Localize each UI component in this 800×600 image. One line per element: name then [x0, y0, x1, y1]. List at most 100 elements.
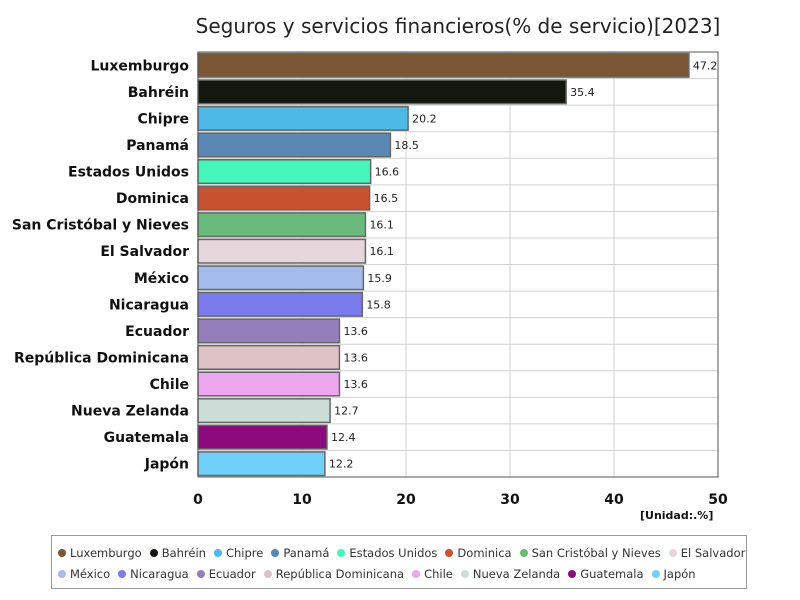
legend-item: Japón: [651, 566, 696, 581]
legend-swatch: [445, 548, 454, 557]
category-label: Dominica: [116, 191, 189, 207]
legend-label: México: [70, 566, 111, 581]
data-label: 20.2: [412, 112, 437, 125]
bar: [197, 105, 409, 131]
axes: [197, 51, 719, 478]
category-label: Japón: [144, 457, 189, 473]
x-tick-label: 20: [396, 492, 416, 508]
legend-swatch: [412, 569, 421, 578]
x-tick-label: 10: [292, 492, 312, 508]
chart-title: Seguros y servicios financieros(% de ser…: [195, 14, 721, 38]
legend-swatch: [58, 548, 66, 557]
bar: [197, 238, 367, 264]
legend-label: Nicaragua: [130, 566, 189, 581]
legend-label: Bahréin: [161, 545, 206, 560]
bar: [197, 185, 371, 211]
legend-label: Japón: [663, 566, 696, 581]
bar: [197, 212, 367, 238]
data-label: 35.4: [570, 86, 595, 99]
data-label: 12.2: [329, 458, 354, 471]
x-tick-label: 50: [708, 492, 728, 508]
data-label: 18.5: [394, 139, 419, 152]
legend-swatch: [568, 569, 577, 578]
category-label: Chile: [150, 377, 189, 393]
category-label: Panamá: [126, 138, 189, 154]
bar: [197, 371, 341, 397]
bar: [197, 451, 326, 477]
legend-label: Panamá: [283, 545, 330, 560]
legend-swatch: [460, 569, 469, 578]
legend-item: Guatemala: [568, 566, 644, 581]
data-label: 15.8: [366, 298, 391, 311]
category-label: Chipre: [138, 111, 189, 127]
legend-label: Guatemala: [580, 566, 644, 581]
legend-item: El Salvador: [668, 545, 746, 560]
data-label: 13.6: [343, 378, 368, 391]
bar: [197, 291, 364, 317]
bar: [197, 344, 341, 370]
legend-swatch: [263, 569, 272, 578]
legend-row: Luxemburgo Bahréin Chipre Panamá Estados Uni…: [58, 542, 746, 563]
legend-item: Dominica: [445, 545, 512, 560]
bar: [197, 424, 328, 450]
legend-item: Panamá: [271, 546, 329, 560]
bar: [197, 52, 690, 78]
data-label: 16.6: [375, 166, 400, 179]
legend-item: Ecuador: [196, 567, 256, 581]
unit-label: [Unidad:.%]: [640, 509, 714, 522]
legend-swatch: [213, 548, 222, 557]
legend-item: Luxemburgo: [58, 546, 142, 560]
category-label: Luxemburgo: [90, 58, 189, 74]
data-label: 47.2: [693, 59, 718, 72]
data-label: 15.9: [367, 272, 392, 285]
legend-item: Nueva Zelanda: [460, 566, 561, 581]
legend: Luxemburgo Bahréin Chipre Panamá Estados Uni…: [51, 535, 747, 589]
x-tick-label: 40: [604, 492, 624, 508]
category-label: México: [134, 271, 190, 287]
bar: [197, 265, 365, 291]
legend-item: Chipre: [213, 545, 264, 560]
legend-label: Chipre: [225, 545, 264, 560]
plot-border: [197, 51, 719, 478]
legend-swatch: [337, 548, 346, 557]
legend-item: Chile: [412, 567, 453, 581]
legend-label: San Cristóbal y Nieves: [531, 545, 661, 560]
data-label: 12.7: [334, 405, 359, 418]
category-label: Nueva Zelanda: [71, 404, 189, 420]
category-label: Estados Unidos: [68, 165, 189, 181]
bar: [197, 132, 392, 158]
legend-swatch: [58, 569, 66, 578]
bar: [197, 79, 567, 105]
category-label: Bahréin: [128, 85, 189, 101]
legend-label: Dominica: [457, 545, 512, 560]
category-label: El Salvador: [100, 244, 189, 260]
legend-swatch: [651, 569, 660, 578]
legend-item: Bahréin: [149, 545, 206, 560]
legend-label: Luxemburgo: [70, 545, 142, 560]
legend-item: México: [58, 567, 110, 581]
x-tick-label: 0: [193, 492, 203, 508]
data-label: 16.1: [369, 245, 394, 258]
category-label: República Dominicana: [14, 350, 189, 366]
legend-label: República Dominicana: [275, 566, 405, 581]
legend-swatch: [118, 569, 127, 578]
legend-swatch: [196, 569, 205, 578]
bar: [197, 159, 372, 185]
data-label: 16.1: [369, 219, 394, 232]
legend-label: Chile: [424, 566, 453, 581]
category-label: Guatemala: [104, 430, 189, 446]
x-tick-label: 30: [500, 492, 520, 508]
legend-item: República Dominicana: [263, 566, 405, 581]
legend-swatch: [668, 548, 677, 557]
legend-label: Nueva Zelanda: [472, 566, 561, 581]
legend-label: Estados Unidos: [349, 545, 438, 560]
legend-item: Nicaragua: [118, 567, 189, 581]
legend-item: Estados Unidos: [337, 546, 437, 560]
bar: [197, 318, 341, 344]
legend-swatch: [271, 548, 280, 557]
legend-label: El Salvador: [680, 545, 746, 560]
category-label: Nicaragua: [109, 297, 189, 313]
data-label: 12.4: [331, 431, 356, 444]
legend-swatch: [149, 548, 158, 557]
legend-swatch: [519, 548, 528, 557]
